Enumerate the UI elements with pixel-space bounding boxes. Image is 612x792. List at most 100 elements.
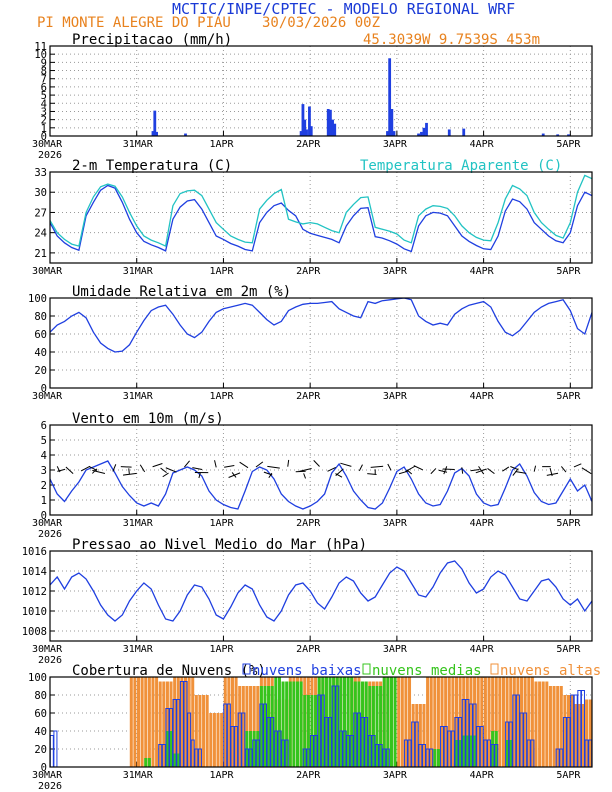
wind-barb xyxy=(560,466,567,473)
y-tick-label: 7 xyxy=(41,74,47,86)
cloud-bar-nuvens-baixas xyxy=(230,726,235,767)
precip-bar xyxy=(308,106,311,136)
x-year-label: 2026 xyxy=(38,529,62,540)
y-tick-label: 10 xyxy=(34,49,47,61)
y-tick-label: 60 xyxy=(34,329,47,341)
cloud-bar-nuvens-medias xyxy=(469,735,473,767)
series-line xyxy=(50,174,592,248)
y-tick-label: 11 xyxy=(34,41,47,53)
cloud-bar-nuvens-altas xyxy=(567,695,571,767)
precip-bar xyxy=(155,131,158,136)
cloud-bar-nuvens-baixas xyxy=(468,703,473,767)
cloud-bar-nuvens-medias xyxy=(386,677,390,767)
cloud-bar-nuvens-baixas xyxy=(328,717,333,767)
cloud-bar-nuvens-medias xyxy=(335,677,339,767)
panel-4: 0 1 2 3 4 5 6 Vento em 10m (m/s) 30MAR 31MAR 1APR 2… xyxy=(32,411,593,540)
wind-barb xyxy=(128,468,130,475)
cloud-bar-nuvens-baixas xyxy=(566,717,571,767)
cloud-bar-nuvens-baixas xyxy=(443,726,448,767)
cloud-bar-nuvens-altas xyxy=(433,677,437,767)
cloud-bar-nuvens-baixas xyxy=(338,730,343,767)
wind-barb xyxy=(255,461,264,468)
cloud-bar-nuvens-altas xyxy=(516,677,520,767)
y-tick-label: 1016 xyxy=(22,546,47,558)
cloud-bar-nuvens-baixas xyxy=(179,681,184,767)
cloud-bar-nuvens-baixas xyxy=(349,735,354,767)
cloud-bar-nuvens-medias xyxy=(375,686,379,767)
cloud-bar-nuvens-altas xyxy=(418,704,422,767)
cloud-bar-nuvens-baixas xyxy=(461,699,466,767)
panel-title: Pressao ao Nivel Medio do Mar (hPa) xyxy=(72,537,367,553)
wind-barb xyxy=(573,463,582,468)
cloud-bar-nuvens-baixas xyxy=(270,717,275,767)
wind-barb xyxy=(512,468,519,476)
cloud-bar-nuvens-baixas xyxy=(309,735,314,767)
wind-barb xyxy=(268,472,273,479)
wind-barb xyxy=(327,466,336,472)
cloud-bar-nuvens-baixas xyxy=(559,748,564,767)
cloud-bar-nuvens-medias xyxy=(389,677,393,767)
cloud-bar-nuvens-altas xyxy=(552,686,556,767)
cloud-bar-nuvens-baixas xyxy=(508,721,513,767)
cloud-bar-nuvens-altas xyxy=(447,677,451,767)
cloud-bar-nuvens-altas xyxy=(234,677,238,767)
legend-apparent-temp: Temperatura Aparente (C) xyxy=(360,158,562,174)
cloud-bar-nuvens-baixas xyxy=(577,690,582,767)
cloud-bar-nuvens-baixas xyxy=(197,748,202,767)
wind-barb xyxy=(443,466,448,475)
wind-barb xyxy=(228,472,241,478)
cloud-bar-nuvens-baixas xyxy=(411,721,416,767)
cloud-bar-nuvens-medias xyxy=(454,740,459,767)
cloud-bar-nuvens-medias xyxy=(357,681,361,767)
x-tick-label: 1APR xyxy=(209,770,234,781)
cloud-bar-nuvens-medias xyxy=(491,731,495,767)
cloud-bar-nuvens-altas xyxy=(198,695,202,767)
precip-bar xyxy=(151,131,155,136)
x-tick-label: 4APR xyxy=(470,644,495,655)
panel-title: Umidade Relativa em 2m (%) xyxy=(72,284,291,300)
y-tick-label: 30 xyxy=(34,187,47,199)
cloud-bar-nuvens-altas xyxy=(483,677,487,767)
cloud-bar-nuvens-altas xyxy=(487,677,491,767)
precip-bar xyxy=(303,119,307,136)
cloud-bar-nuvens-medias xyxy=(176,753,180,767)
cloud-bar-nuvens-altas xyxy=(212,713,216,767)
cloud-bar-nuvens-medias xyxy=(350,677,354,767)
cloud-bar-nuvens-altas xyxy=(541,681,545,767)
cloud-bar-nuvens-medias xyxy=(433,749,437,767)
cloud-bar-nuvens-baixas xyxy=(342,730,347,767)
cloud-bar-nuvens-medias xyxy=(364,681,368,767)
x-tick-label: 5APR xyxy=(556,518,581,529)
cloud-bar-nuvens-baixas xyxy=(241,712,246,767)
cloud-bar-nuvens-baixas xyxy=(490,744,495,767)
panel-frame xyxy=(49,676,593,768)
cloud-bar-nuvens-baixas xyxy=(360,717,365,767)
y-tick-label: 40 xyxy=(34,726,47,738)
cloud-bar-nuvens-medias xyxy=(144,758,148,767)
cloud-bar-nuvens-altas xyxy=(400,677,404,767)
x-tick-label: 5APR xyxy=(556,644,581,655)
x-tick-label: 3APR xyxy=(383,139,408,150)
wind-barb xyxy=(442,468,455,470)
cloud-bar-nuvens-altas xyxy=(158,681,162,767)
x-tick-label: 30MAR xyxy=(32,391,63,402)
wind-barb xyxy=(515,470,527,474)
x-tick-label: 1APR xyxy=(209,139,234,150)
cloud-bar-nuvens-altas xyxy=(227,677,231,767)
x-tick-label: 4APR xyxy=(470,391,495,402)
cloud-bar-nuvens-baixas xyxy=(382,748,387,767)
cloud-bar-nuvens-baixas xyxy=(356,712,361,767)
cloud-bar-nuvens-baixas xyxy=(378,744,383,767)
cloud-bar-nuvens-baixas xyxy=(284,739,289,767)
cloud-bar-nuvens-altas xyxy=(422,704,426,767)
cloud-bar-nuvens-baixas xyxy=(512,694,517,767)
cloud-bar-nuvens-baixas xyxy=(465,699,470,767)
cloud-bar-nuvens-baixas xyxy=(194,748,199,767)
cloud-bar-nuvens-baixas xyxy=(494,744,499,767)
cloud-bar-nuvens-baixas xyxy=(570,694,575,767)
cloud-bar-nuvens-medias xyxy=(465,735,469,767)
y-tick-label: 20 xyxy=(34,744,47,756)
cloud-bar-nuvens-baixas xyxy=(53,730,58,767)
cloud-bar-nuvens-baixas xyxy=(584,739,589,767)
wind-barb xyxy=(313,460,320,467)
